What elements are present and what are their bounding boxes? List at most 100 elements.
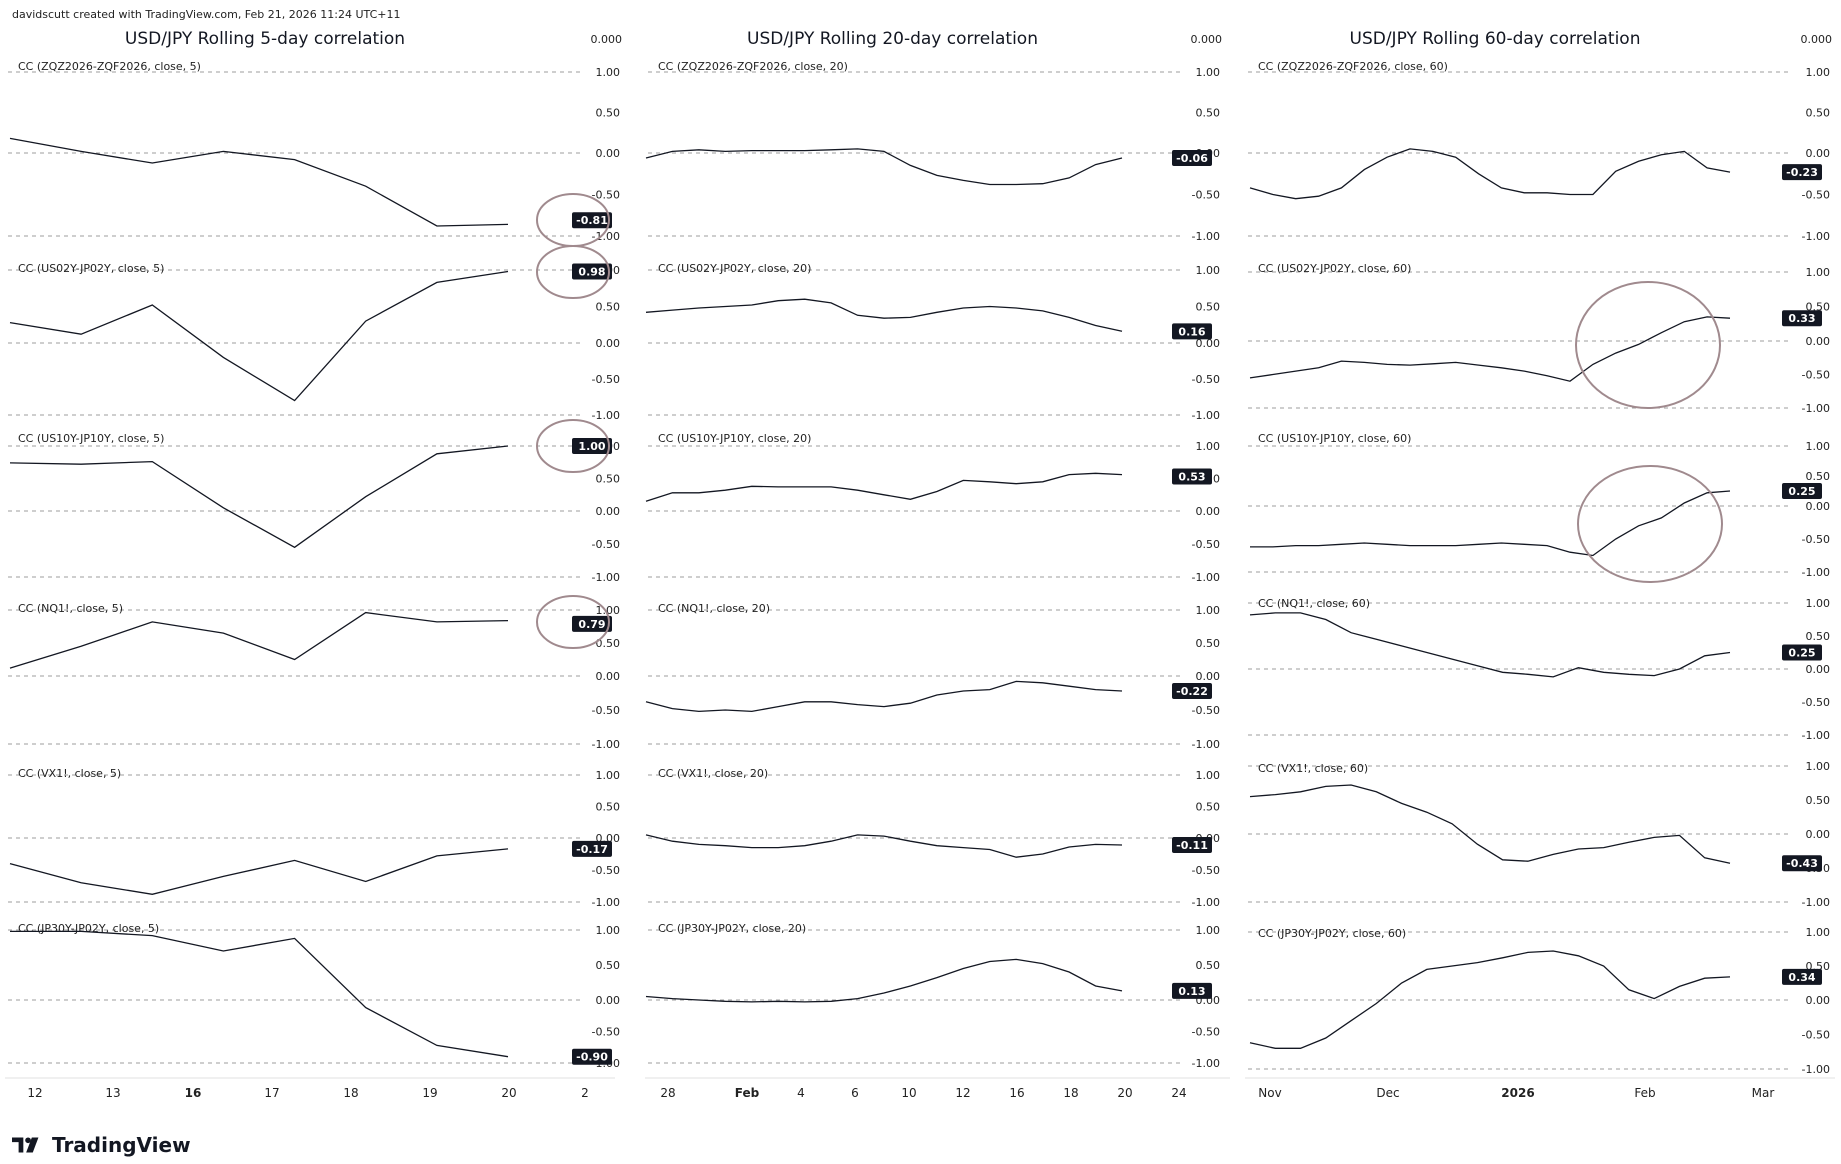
x-tick-label: 17	[264, 1086, 279, 1100]
last-value-badge	[1172, 682, 1212, 699]
y-tick-label: 0.00	[1806, 994, 1831, 1007]
y-tick-label: 1.00	[596, 66, 621, 79]
y-tick-label: 0.00	[596, 670, 621, 683]
pane-label: CC (ZQZ2026-ZQF2026, close, 5)	[18, 60, 201, 73]
pane-label: CC (JP30Y-JP02Y, close, 20)	[658, 922, 806, 935]
y-tick-label: -0.50	[1192, 704, 1220, 717]
last-value-text: -0.81	[576, 214, 608, 227]
pane-label: CC (US10Y-JP10Y, close, 60)	[1258, 432, 1411, 445]
last-value-badge	[572, 438, 612, 454]
y-tick-label: 0.00	[596, 337, 621, 350]
y-tick-label: 0.50	[1806, 794, 1831, 807]
y-tick-label: 0.50	[1196, 301, 1221, 314]
series-line	[1249, 950, 1731, 1049]
last-value-text: -0.90	[576, 1051, 608, 1064]
y-tick-label: 0.50	[1806, 470, 1831, 483]
pane-label: CC (ZQZ2026-ZQF2026, close, 20)	[658, 60, 848, 73]
y-tick-label: -0.50	[1802, 189, 1830, 202]
y-tick-label: -1.00	[592, 230, 620, 243]
chart-column-2: USD/JPY Rolling 20-day correlation 0.000 1…	[645, 29, 1230, 1100]
last-value-text: -0.22	[1176, 685, 1208, 698]
y-tick-label: -1.00	[1802, 896, 1830, 909]
y-tick-label: -1.00	[1802, 1063, 1830, 1076]
x-tick-label: 6	[851, 1086, 859, 1100]
x-tick-label: 12	[955, 1086, 970, 1100]
series-line	[9, 848, 509, 895]
highlight-circle	[536, 595, 610, 649]
pane-label: CC (US02Y-JP02Y, close, 20)	[658, 262, 811, 275]
x-tick-label: 24	[1171, 1086, 1186, 1100]
series-line	[645, 472, 1123, 502]
y-tick-label: 1.00	[1196, 66, 1221, 79]
x-tick-label: 13	[105, 1086, 120, 1100]
last-value-badge	[1172, 468, 1212, 485]
last-value-badge	[572, 212, 612, 229]
y-tick-label: -1.00	[1802, 230, 1830, 243]
highlight-circle	[536, 245, 610, 299]
y-tick-label: -1.00	[1192, 896, 1220, 909]
last-value-badge	[1172, 149, 1212, 166]
y-tick-label: 1.00	[1196, 769, 1221, 782]
x-tick-label: 4	[797, 1086, 805, 1100]
series-line	[10, 930, 509, 1058]
pane-label: CC (VX1!, close, 60)	[1258, 762, 1368, 775]
y-tick-label: -1.00	[1802, 729, 1830, 742]
y-tick-label: 0.50	[596, 959, 621, 972]
y-tick-label: 0.00	[1806, 335, 1831, 348]
y-tick-label: 1.00	[596, 924, 621, 937]
last-value-badge	[572, 615, 612, 632]
y-tick-label: 0.50	[1196, 801, 1221, 814]
y-tick-label: 0.00	[1196, 337, 1221, 350]
x-tick-label: 20	[1117, 1086, 1132, 1100]
pane-label: CC (NQ1!, close, 20)	[658, 602, 770, 615]
pane-label: CC (US02Y-JP02Y, close, 5)	[18, 262, 164, 275]
series-line	[1250, 490, 1731, 557]
y-tick-label: -0.50	[1192, 1026, 1220, 1039]
highlight-circle	[1577, 465, 1723, 583]
x-tick-label: 28	[660, 1086, 675, 1100]
tradingview-logo-icon	[12, 1137, 39, 1153]
last-value-badge	[572, 1048, 612, 1065]
x-tick-label: Dec	[1376, 1086, 1399, 1100]
series-line	[645, 834, 1123, 858]
highlight-circle	[536, 419, 610, 473]
axis-top-label: 0.000	[1801, 33, 1833, 46]
last-value-text: -0.23	[1786, 166, 1818, 179]
y-tick-label: 0.50	[1806, 107, 1831, 120]
y-tick-label: -0.50	[592, 864, 620, 877]
y-tick-label: 0.00	[596, 505, 621, 518]
y-tick-label: -1.00	[1192, 409, 1220, 422]
y-tick-label: -0.50	[1802, 1029, 1830, 1042]
y-tick-label: 0.00	[1806, 828, 1831, 841]
pane-label: CC (ZQZ2026-ZQF2026, close, 60)	[1258, 60, 1448, 73]
axis-top-label: 0.000	[1191, 33, 1223, 46]
last-value-text: 0.13	[1178, 985, 1205, 998]
y-tick-label: 0.00	[1806, 147, 1831, 160]
y-tick-label: 0.00	[1806, 500, 1831, 513]
last-value-badge	[1782, 164, 1822, 181]
last-value-badge	[1172, 837, 1212, 854]
y-tick-label: 1.00	[1806, 760, 1831, 773]
last-value-text: 0.25	[1788, 647, 1815, 660]
series-line	[645, 958, 1123, 1003]
pane-label: CC (US10Y-JP10Y, close, 5)	[18, 432, 164, 445]
x-tick-label: 18	[343, 1086, 358, 1100]
y-tick-label: 1.00	[1196, 924, 1221, 937]
y-tick-label: -0.50	[592, 538, 620, 551]
last-value-badge	[1782, 855, 1822, 872]
chart-title: USD/JPY Rolling 20-day correlation	[747, 29, 1038, 49]
x-tick-label: 10	[901, 1086, 916, 1100]
pane-label: CC (VX1!, close, 20)	[658, 767, 768, 780]
y-tick-label: -0.50	[592, 373, 620, 386]
last-value-badge	[1782, 968, 1822, 985]
last-value-text: 0.34	[1788, 971, 1815, 984]
